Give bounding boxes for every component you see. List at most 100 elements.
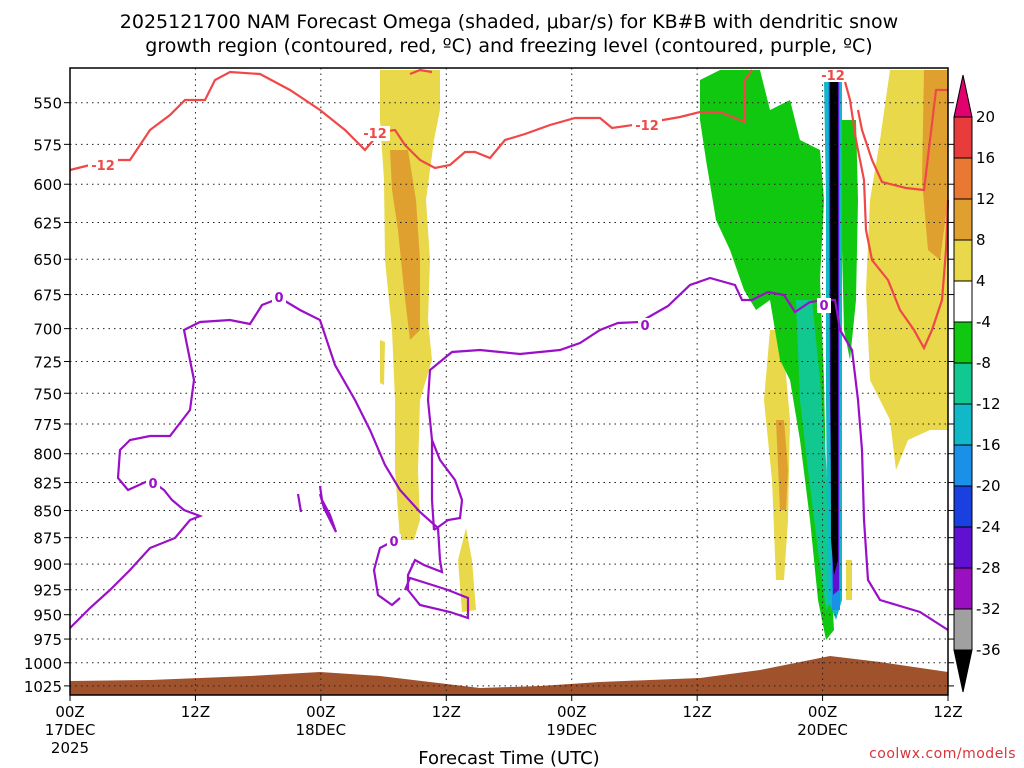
x-tick-label: 12Z [181,703,210,721]
contour-label-bg [638,318,652,333]
contour-label-bg [632,118,662,133]
y-tick-label: 825 [33,475,62,493]
colorbar-label: 4 [976,272,986,290]
y-tick-label: 725 [33,354,62,372]
omega-colorbar: 20 16 12 8 4 -4 -8 -12 -16 -20 -24 -28 -32 -36 [953,74,1001,693]
colorbar-segment [953,567,973,610]
y-tick-label: 925 [33,582,62,600]
omega-negative-region [840,120,858,360]
x-tick-label: 12Z [933,703,962,721]
contour-label-bg [146,476,160,491]
contour-label: -12 [91,159,115,174]
x-tick-label: 00Z [55,703,84,721]
omega-positive-region-core [390,150,420,340]
omega-negative-region-core [830,70,838,575]
y-tick-label: 650 [33,251,62,269]
omega-positive-region-small [380,340,385,385]
colorbar-label: -16 [976,436,1001,454]
freezing-level-contour-line [318,485,338,533]
colorbar-segment [953,280,973,323]
y-tick-label: 975 [33,631,62,649]
y-tick-label: 600 [33,176,62,194]
colorbar-label: 20 [976,108,995,126]
x-tick-year-label: 2025 [51,739,89,757]
y-tick-label: 550 [33,95,62,113]
colorbar-label: -36 [976,641,1001,659]
contour-label: -12 [635,119,659,134]
contour-label-bg [88,158,118,173]
colorbar-label: -20 [976,477,1001,495]
colorbar-segment [953,198,973,241]
colorbar-label: 12 [976,190,995,208]
y-tick-label: 1000 [24,655,62,673]
freezing-level-contour-line [296,493,303,513]
colorbar-segment [953,403,973,446]
omega-positive-region-small [846,560,852,600]
y-tick-label: 575 [33,136,62,154]
colorbar-label: -8 [976,354,991,372]
x-tick-label: 12Z [432,703,461,721]
colorbar-label: -24 [976,518,1001,536]
contour-label-bg [387,534,401,549]
omega-positive-region [764,330,790,580]
y-tick-label: 1025 [24,678,62,696]
chart-grid [70,68,948,695]
colorbar-label: -4 [976,313,991,331]
omega-positive-region-core [776,420,788,510]
contour-label: 0 [274,291,283,306]
x-tick-label: 12Z [682,703,711,721]
omega-negative-region [796,300,832,610]
y-tick-label: 800 [33,446,62,464]
chart-title-line2: growth region (contoured, red, ºC) and f… [145,35,872,57]
contour-label: 0 [819,299,828,314]
y-tick-label: 775 [33,416,62,434]
colorbar-segment [953,321,973,364]
chart-title-line1: 2025121700 NAM Forecast Omega (shaded, μ… [120,11,898,33]
colorbar-segment [953,526,973,569]
y-tick-label: 700 [33,321,62,339]
dendritic-contour-line [856,88,948,192]
y-tick-label: 675 [33,287,62,305]
x-tick-label: 00Z [306,703,335,721]
x-tick-date-label: 17DEC [45,721,96,739]
omega-positive-region-core [922,70,948,260]
colorbar-segment [953,239,973,282]
plot-area: -12 -12 -12 -12 0 0 0 0 0 [69,67,950,696]
plot-frame [69,67,949,696]
x-tick-label: 00Z [808,703,837,721]
dendritic-contour-line [819,70,950,351]
contour-labels: -12 -12 -12 -12 0 0 0 0 0 [88,68,846,550]
x-axis-label: Forecast Time (UTC) [418,748,599,768]
y-tick-label: 950 [33,607,62,625]
contour-label-bg [360,126,390,141]
credit-text: coolwx.com/models [869,746,1016,762]
colorbar-segment [953,362,973,405]
freezing-level-contour-line [69,296,470,629]
x-tick-date-label: 20DEC [797,721,848,739]
x-tick-date-label: 19DEC [546,721,597,739]
colorbar-label: 16 [976,149,995,167]
y-tick-label: 750 [33,385,62,403]
x-tick-date-label: 18DEC [296,721,347,739]
contour-label: 0 [640,319,649,334]
terrain-fill [70,656,948,695]
y-tick-label: 875 [33,530,62,548]
y-tick-label: 900 [33,556,62,574]
contour-label: 0 [389,535,398,550]
colorbar-segment [953,608,973,651]
y-tick-label: 850 [33,503,62,521]
colorbar-segment [953,444,973,487]
freezing-level-contour-line [372,539,401,607]
contour-label: -12 [821,69,845,84]
omega-positive-region-small [458,528,476,612]
contour-label-bg [817,298,831,313]
colorbar-label: 8 [976,231,986,249]
contour-label: -12 [363,127,387,142]
colorbar-label: -28 [976,559,1001,577]
colorbar-segment [953,116,973,159]
dendritic-contour-line [409,68,433,76]
colorbar-top-triangle [953,74,973,118]
colorbar-segment [953,485,973,528]
contour-label-bg [820,68,846,82]
freezing-level-contour-line [426,276,949,631]
